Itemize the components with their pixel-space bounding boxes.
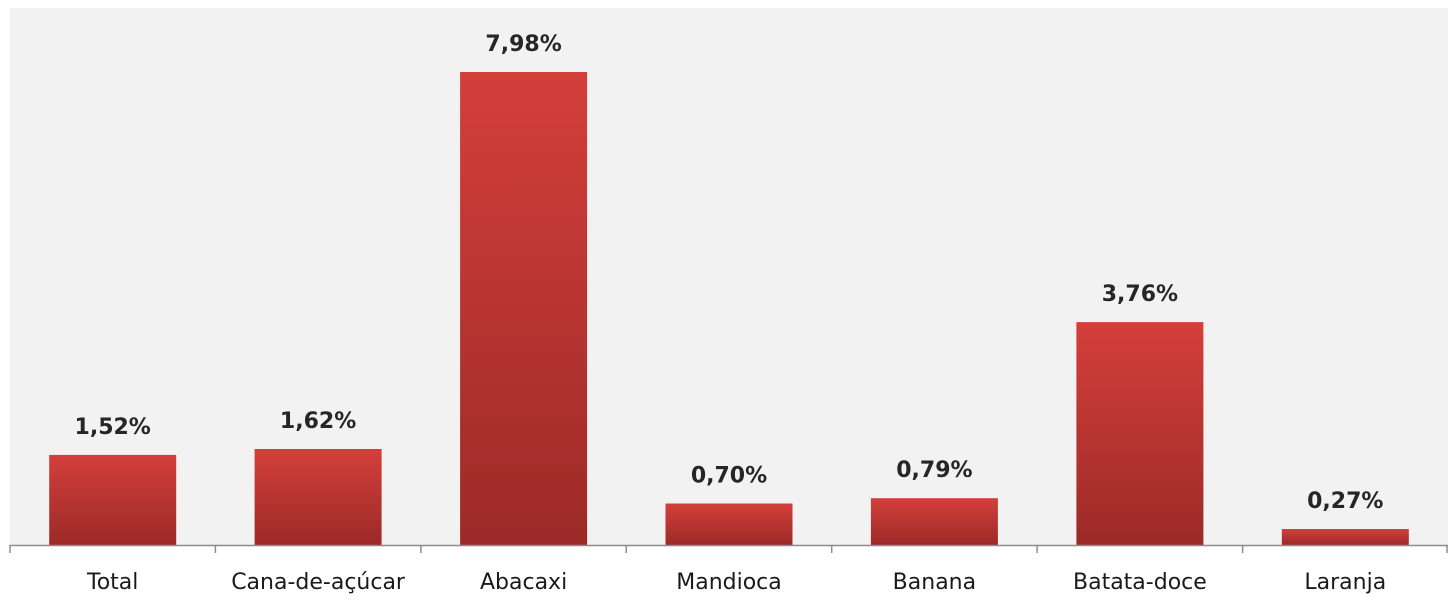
bar-1 [254, 449, 382, 545]
data-labels: 1,52% 1,62% 7,98% 0,70% 0,79% 3,76% 0,27% [75, 32, 1384, 514]
x-tick-labels: Total Cana-de-açúcar Abacaxi Mandioca Banana… [86, 570, 1386, 595]
data-label: 3,76% [1102, 282, 1178, 307]
bar-2 [460, 72, 588, 545]
data-label: 7,98% [485, 32, 561, 57]
x-tick-label: Banana [893, 570, 976, 595]
x-tick-label: Cana-de-açúcar [231, 570, 406, 595]
bar-6 [1281, 529, 1409, 545]
x-tick-label: Mandioca [676, 570, 782, 595]
data-label: 0,70% [691, 464, 767, 489]
x-tick-label: Abacaxi [480, 570, 567, 595]
data-label: 1,62% [280, 409, 356, 434]
x-axis [9, 544, 1448, 553]
data-label: 0,79% [896, 458, 972, 483]
bar-4 [870, 498, 998, 545]
x-tick-label: Laranja [1304, 570, 1386, 595]
data-label: 1,52% [75, 415, 151, 440]
data-label: 0,27% [1307, 489, 1383, 514]
bars [49, 72, 1409, 545]
plot-area [10, 8, 1448, 545]
x-tick-label: Batata-doce [1073, 570, 1207, 595]
x-tick-label: Total [86, 570, 138, 595]
bar-0 [49, 454, 177, 545]
bar-3 [665, 503, 793, 545]
bar-5 [1076, 322, 1204, 545]
